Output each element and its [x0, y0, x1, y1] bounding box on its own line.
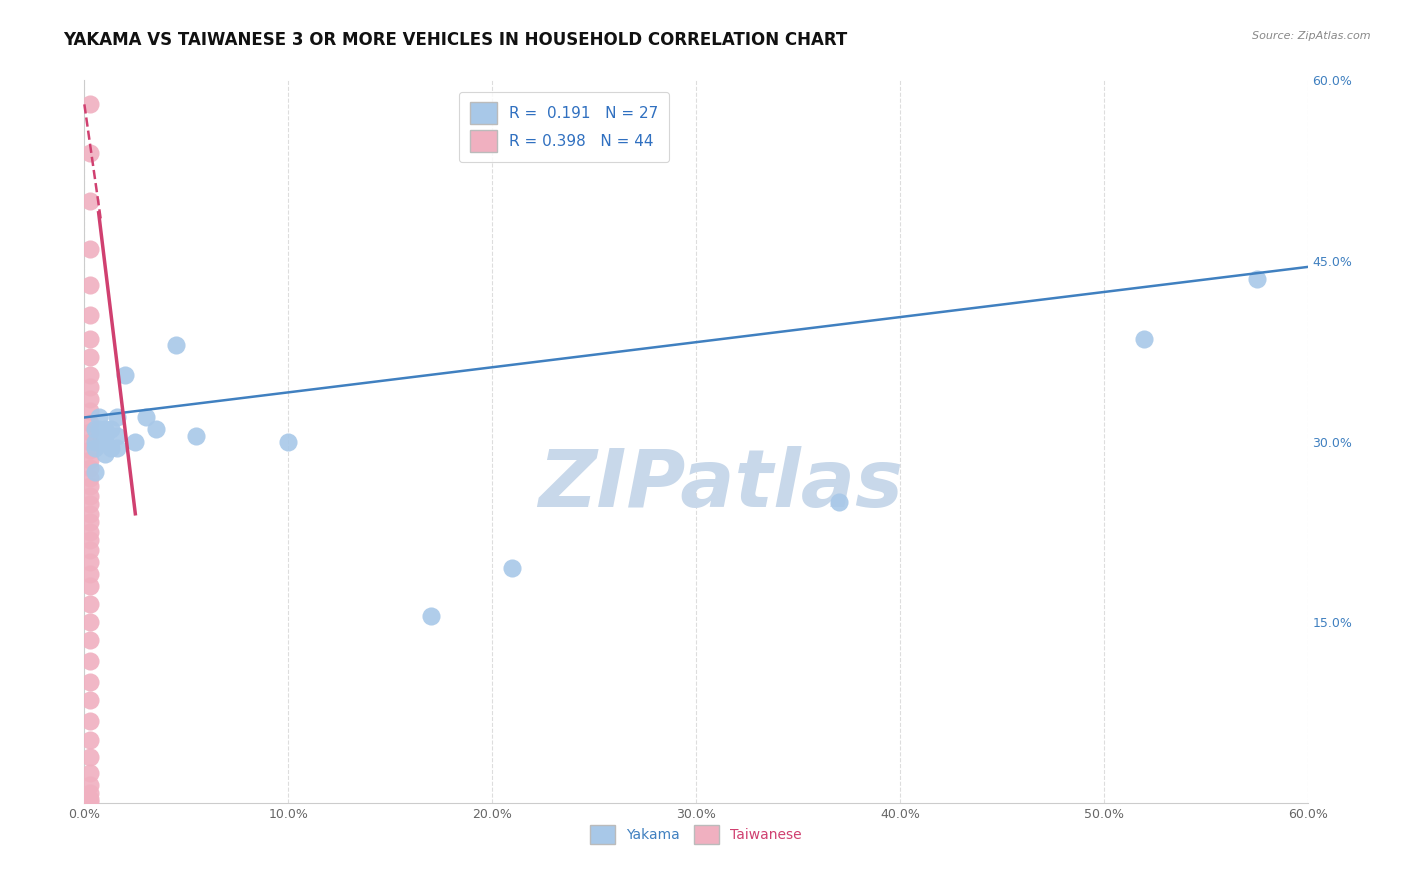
Point: [828, 494, 851, 508]
Point: [79, 555, 101, 569]
Point: [93, 428, 115, 442]
Point: [79, 194, 101, 208]
Point: [79, 497, 101, 511]
Point: [79, 507, 101, 521]
Point: [79, 765, 101, 780]
Point: [1133, 332, 1156, 346]
Point: [93, 434, 115, 449]
Point: [79, 654, 101, 668]
Point: [79, 242, 101, 256]
Point: [87, 410, 110, 425]
Point: [79, 597, 101, 611]
Point: [79, 417, 101, 431]
Point: [79, 145, 101, 160]
Point: [83, 465, 105, 479]
Point: [165, 338, 187, 352]
Point: [79, 332, 101, 346]
Point: [79, 750, 101, 764]
Point: [79, 461, 101, 475]
Legend: Yakama, Taiwanese: Yakama, Taiwanese: [585, 819, 807, 850]
Point: [186, 428, 208, 442]
Point: [79, 795, 101, 809]
Point: [1246, 272, 1268, 286]
Point: [277, 434, 299, 449]
Point: [79, 277, 101, 292]
Text: Source: ZipAtlas.com: Source: ZipAtlas.com: [1253, 31, 1371, 41]
Point: [79, 308, 101, 322]
Point: [79, 778, 101, 792]
Point: [79, 442, 101, 457]
Point: [93, 422, 115, 436]
Point: [420, 609, 443, 624]
Point: [79, 633, 101, 648]
Point: [87, 422, 110, 436]
Point: [79, 693, 101, 707]
Point: [79, 380, 101, 394]
Point: [135, 410, 157, 425]
Point: [79, 368, 101, 383]
Point: [105, 410, 128, 425]
Point: [145, 422, 167, 436]
Point: [79, 733, 101, 747]
Point: [105, 428, 128, 442]
Point: [79, 714, 101, 728]
Point: [83, 441, 105, 455]
Point: [502, 561, 524, 575]
Point: [114, 368, 136, 383]
Point: [79, 792, 101, 806]
Point: [79, 434, 101, 449]
Point: [79, 452, 101, 467]
Point: [79, 392, 101, 407]
Point: [79, 425, 101, 439]
Point: [79, 470, 101, 484]
Text: YAKAMA VS TAIWANESE 3 OR MORE VEHICLES IN HOUSEHOLD CORRELATION CHART: YAKAMA VS TAIWANESE 3 OR MORE VEHICLES I…: [63, 31, 848, 49]
Point: [100, 422, 122, 436]
Point: [79, 579, 101, 593]
Point: [79, 479, 101, 493]
Point: [83, 434, 105, 449]
Point: [83, 422, 105, 436]
Point: [124, 434, 146, 449]
Point: [79, 489, 101, 503]
Point: [100, 441, 122, 455]
Point: [79, 615, 101, 630]
Point: [79, 515, 101, 529]
Point: [93, 446, 115, 460]
Point: [79, 404, 101, 418]
Point: [79, 567, 101, 582]
Point: [79, 97, 101, 112]
Point: [105, 441, 128, 455]
Point: [79, 542, 101, 557]
Point: [79, 350, 101, 364]
Point: [79, 786, 101, 800]
Text: ZIPatlas: ZIPatlas: [538, 446, 903, 524]
Point: [79, 524, 101, 539]
Point: [79, 533, 101, 548]
Point: [79, 675, 101, 690]
